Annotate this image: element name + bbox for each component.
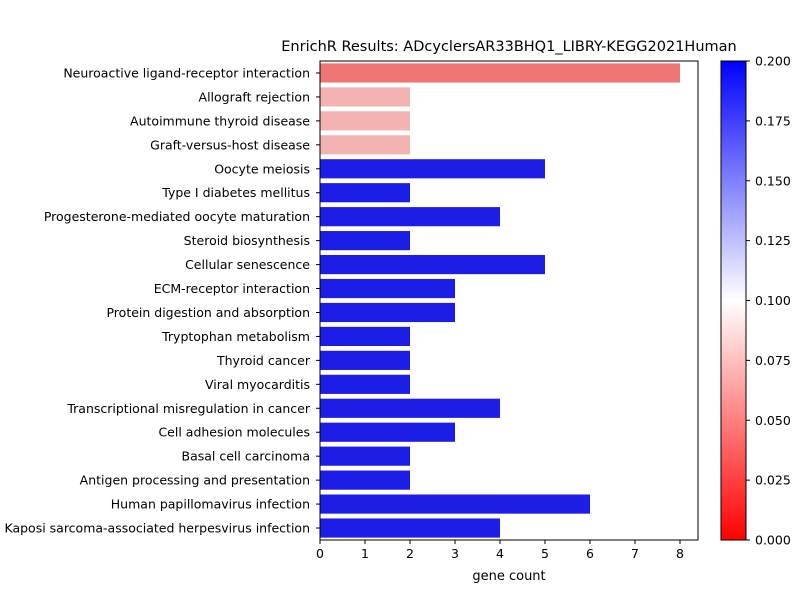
y-tick-label: Graft-versus-host disease: [150, 137, 310, 152]
x-tick-label: 6: [586, 546, 594, 561]
y-tick-label: Tryptophan metabolism: [161, 329, 310, 344]
x-tick-label: 0: [316, 546, 324, 561]
y-tick-label: ECM-receptor interaction: [154, 281, 310, 296]
bar: [320, 470, 410, 490]
x-axis: 0 1 2 3 4 5 6 7 8: [316, 540, 684, 561]
bar: [320, 494, 590, 514]
bar: [320, 374, 410, 394]
x-tick-label: 3: [451, 546, 459, 561]
y-tick-label: Kaposi sarcoma-associated herpesvirus in…: [4, 521, 310, 536]
chart-title: EnrichR Results: ADcyclersAR33BHQ1_LIBRY…: [281, 39, 736, 55]
x-tick-label: 1: [361, 546, 369, 561]
y-tick-label: Protein digestion and absorption: [106, 305, 310, 320]
bar: [320, 63, 680, 83]
bar: [320, 398, 500, 418]
y-tick-label: Type I diabetes mellitus: [161, 185, 310, 200]
y-tick-labels: Neuroactive ligand-receptor interaction A…: [4, 65, 320, 536]
bar: [320, 350, 410, 370]
colorbar-tick-label: 0.125: [755, 233, 791, 248]
bar: [320, 87, 410, 107]
x-tick-label: 2: [406, 546, 414, 561]
bar: [320, 518, 500, 538]
y-tick-label: Cell adhesion molecules: [158, 425, 310, 440]
x-tick-label: 4: [496, 546, 504, 561]
y-tick-label: Viral myocarditis: [205, 377, 310, 392]
colorbar-tick-label: 0.100: [755, 293, 791, 308]
bar: [320, 326, 410, 347]
y-tick-label: Transcriptional misregulation in cancer: [66, 401, 311, 416]
bar: [320, 446, 410, 466]
y-tick-label: Human papillomavirus infection: [111, 497, 310, 512]
y-tick-label: Allograft rejection: [199, 89, 310, 104]
y-tick-label: Neuroactive ligand-receptor interaction: [63, 65, 310, 80]
y-tick-label: Oocyte meiosis: [214, 161, 310, 176]
y-tick-label: Cellular senescence: [185, 257, 310, 272]
bar: [320, 254, 545, 275]
y-tick-label: Thyroid cancer: [216, 353, 311, 368]
x-tick-label: 7: [631, 546, 639, 561]
bar: [320, 207, 500, 227]
x-tick-label: 8: [676, 546, 684, 561]
colorbar-gradient: [720, 60, 747, 541]
bar: [320, 422, 455, 442]
y-tick-label: Autoimmune thyroid disease: [130, 113, 310, 128]
x-tick-label: 5: [541, 546, 549, 561]
bar: [320, 159, 545, 179]
colorbar-tick-label: 0.200: [755, 54, 791, 69]
y-tick-label: Antigen processing and presentation: [80, 473, 310, 488]
bars-group: [320, 63, 680, 538]
bar: [320, 231, 410, 251]
colorbar-tick-label: 0.075: [755, 353, 791, 368]
bar: [320, 302, 455, 323]
bar: [320, 135, 410, 155]
colorbar-tick-label: 0.000: [755, 533, 791, 548]
bar: [320, 278, 455, 299]
bar: [320, 183, 410, 203]
colorbar-tick-label: 0.175: [755, 113, 791, 128]
colorbar-tick-label: 0.150: [755, 173, 791, 188]
y-tick-label: Basal cell carcinoma: [182, 449, 311, 464]
colorbar-ticks: 0.000 0.025 0.050 0.075 0.100 0.125 0.150 0.175…: [746, 54, 791, 548]
x-axis-label: gene count: [472, 569, 545, 584]
bar: [320, 111, 410, 131]
colorbar-tick-label: 0.025: [755, 473, 791, 488]
y-tick-label: Steroid biosynthesis: [184, 233, 310, 248]
y-tick-label: Progesterone-mediated oocyte maturation: [44, 209, 310, 224]
plot-frame: [319, 60, 699, 541]
colorbar: 0.000 0.025 0.050 0.075 0.100 0.125 0.150 0.175…: [720, 54, 791, 548]
colorbar-tick-label: 0.050: [755, 413, 791, 428]
